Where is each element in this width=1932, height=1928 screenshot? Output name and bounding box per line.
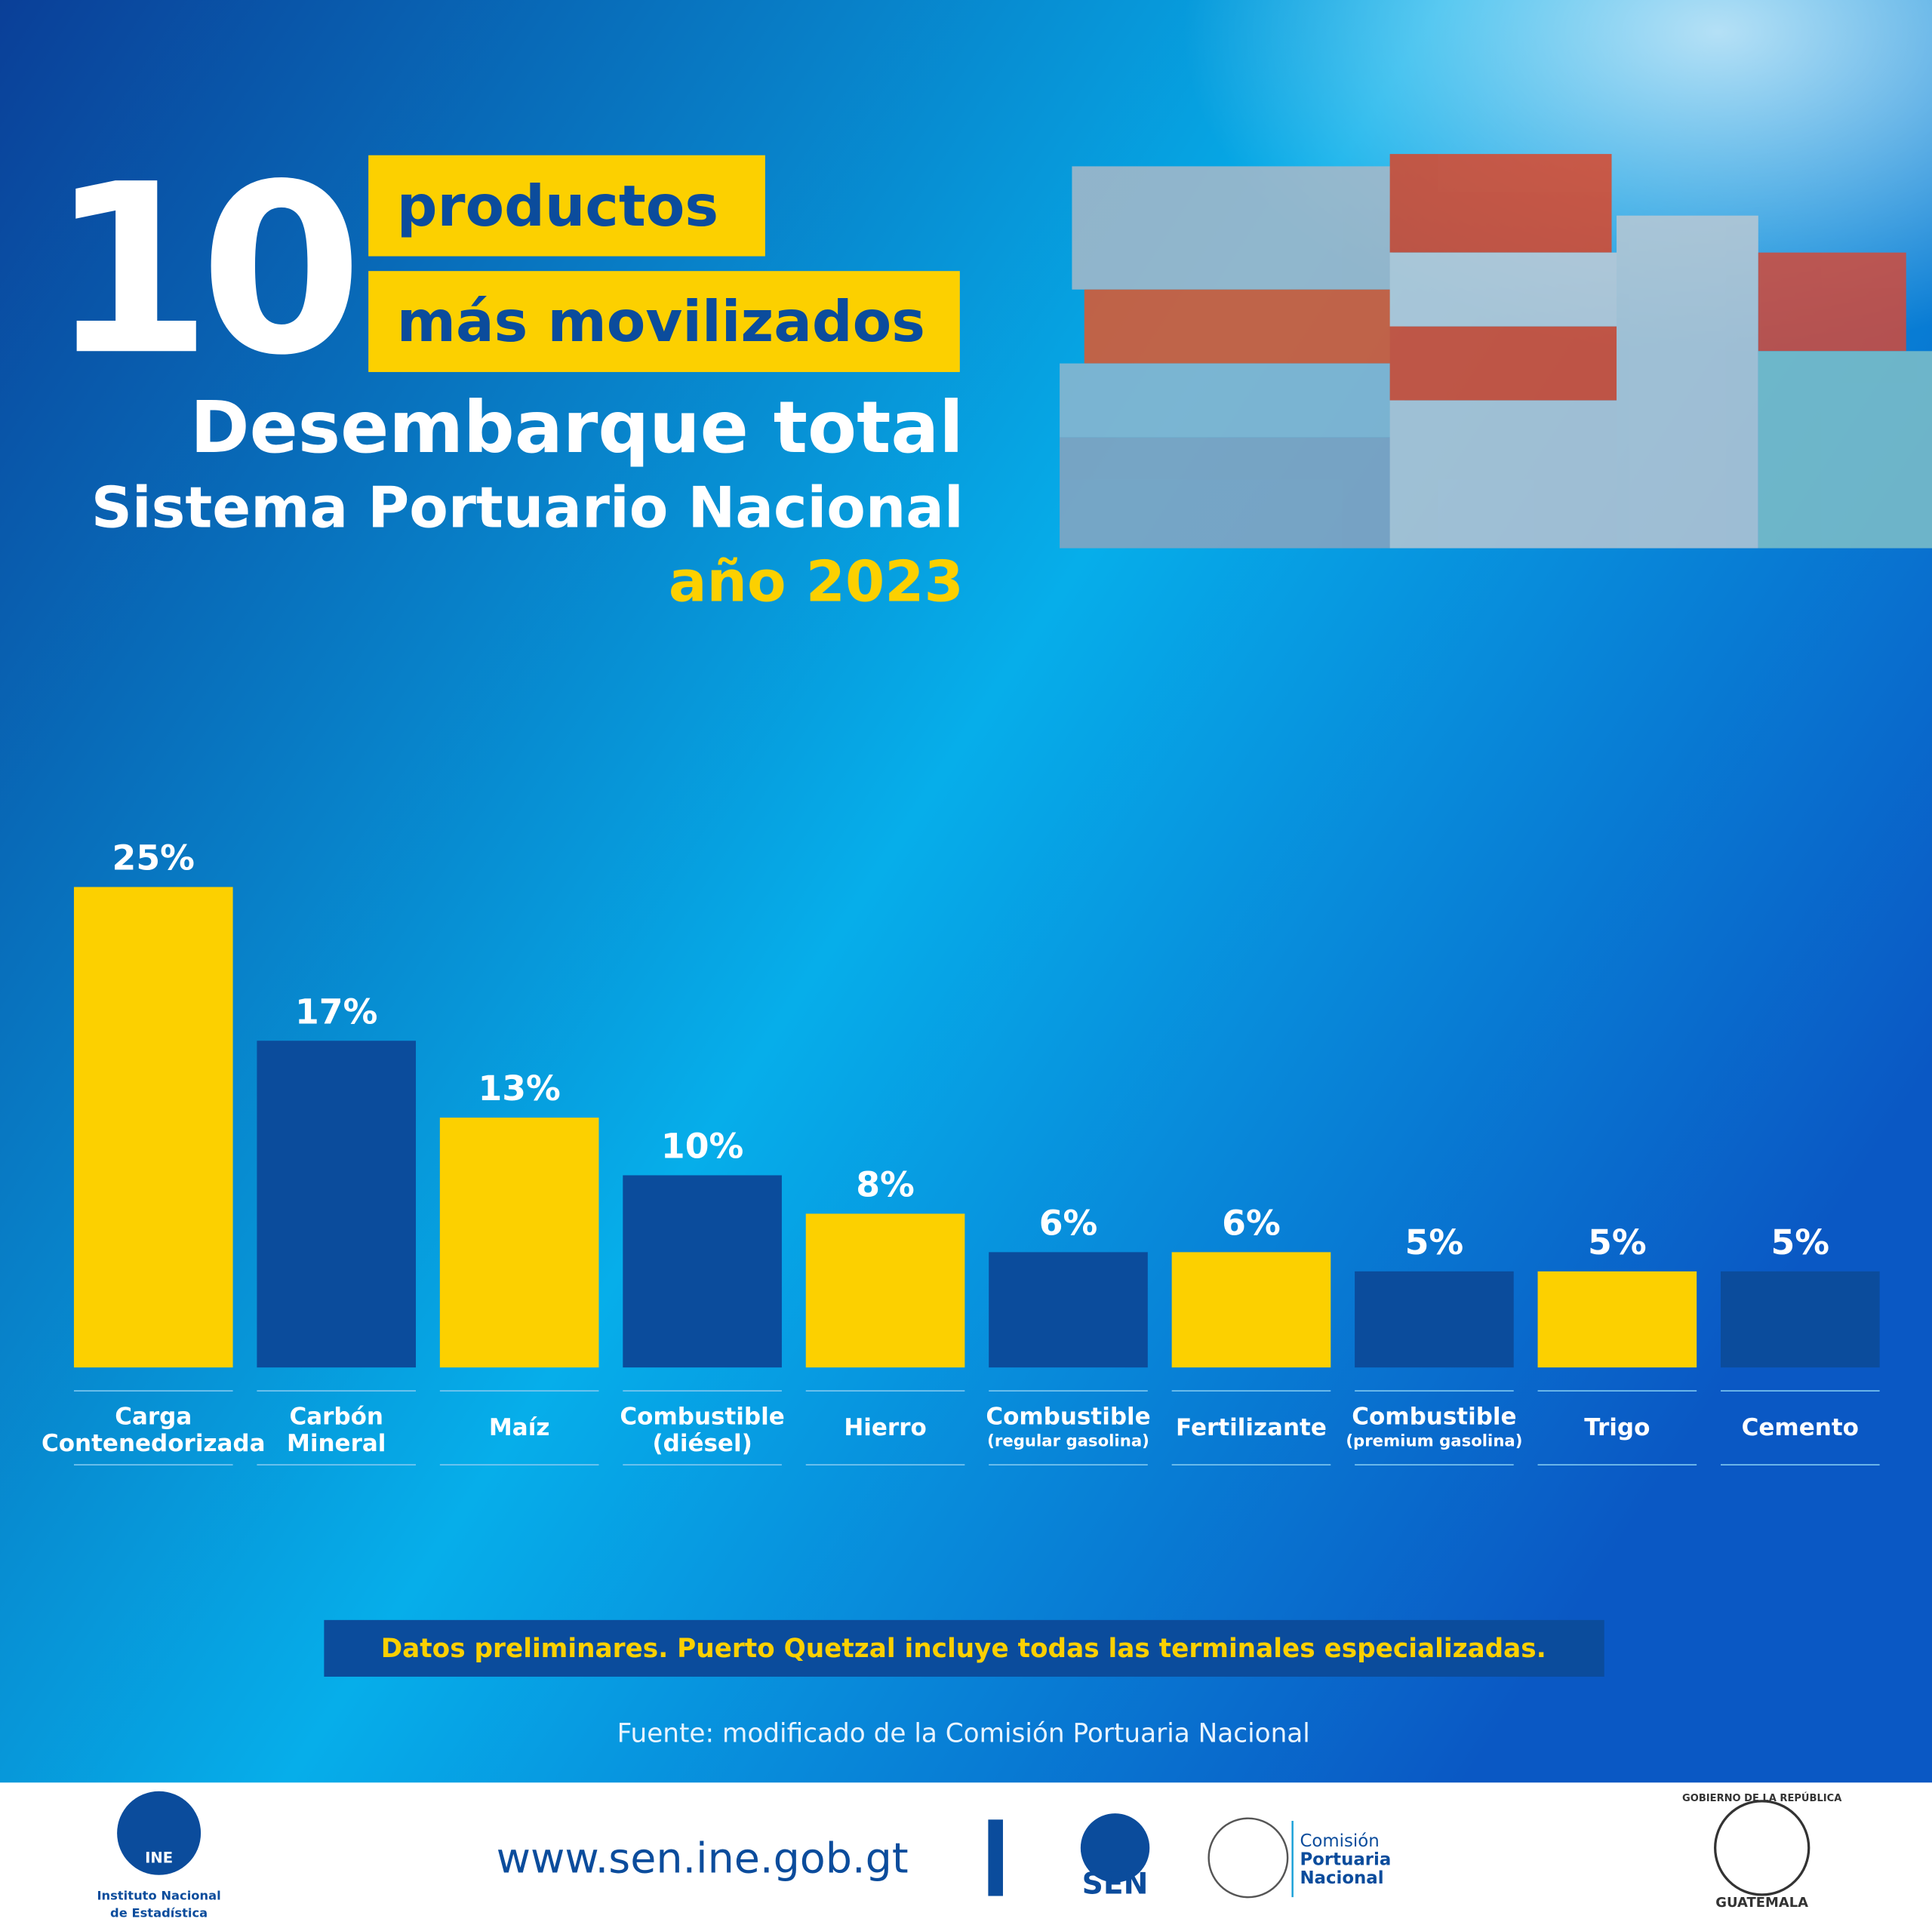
x-tick-label: Maíz bbox=[489, 1414, 549, 1441]
bar bbox=[1171, 1252, 1331, 1368]
gob-seal bbox=[1714, 1800, 1810, 1896]
bar bbox=[805, 1213, 965, 1368]
value-label: 25% bbox=[112, 838, 195, 878]
value-label: 13% bbox=[478, 1069, 560, 1109]
x-tick-label: Trigo bbox=[1584, 1414, 1650, 1441]
ine-name: Instituto Nacional bbox=[97, 1888, 221, 1902]
bar bbox=[439, 1118, 599, 1368]
gob-text: GUATEMALA bbox=[1715, 1895, 1808, 1911]
divider bbox=[988, 1819, 1003, 1896]
x-tick-label: Carbón Mineral bbox=[287, 1403, 386, 1457]
x-tick-label: Fertilizante bbox=[1176, 1414, 1327, 1441]
bar bbox=[623, 1175, 782, 1368]
value-label: 6% bbox=[1039, 1204, 1098, 1244]
note-box bbox=[324, 1619, 1604, 1677]
gob-text: GOBIERNO DE LA REPÚBLICA bbox=[1682, 1792, 1842, 1804]
value-label: 5% bbox=[1771, 1222, 1830, 1262]
title-box bbox=[368, 271, 960, 373]
containers bbox=[1060, 154, 1932, 549]
footer bbox=[0, 1782, 1932, 1928]
value-label: 10% bbox=[661, 1127, 743, 1167]
title-box bbox=[368, 155, 765, 257]
x-tick-label: Cemento bbox=[1742, 1414, 1859, 1441]
x-tick-label: Combustible (regular gasolina) bbox=[986, 1403, 1150, 1450]
x-tick-label: Combustible (premium gasolina) bbox=[1346, 1403, 1522, 1450]
bar bbox=[1355, 1271, 1514, 1368]
sen-logo-text: SEN bbox=[1082, 1867, 1149, 1901]
bar bbox=[989, 1252, 1148, 1368]
ine-logo bbox=[117, 1791, 202, 1875]
source: Fuente: modificado de la Comisión Portua… bbox=[617, 1718, 1310, 1748]
ine-logo-text: INE bbox=[145, 1849, 173, 1866]
sen-logo bbox=[1080, 1813, 1150, 1883]
x-tick-label: Hierro bbox=[844, 1414, 926, 1441]
value-label: 5% bbox=[1405, 1222, 1464, 1262]
big-number: 10 bbox=[49, 134, 353, 407]
value-label: 8% bbox=[856, 1165, 915, 1205]
year: año 2023 bbox=[669, 549, 964, 615]
cpn-text: Portuaria bbox=[1300, 1850, 1391, 1870]
ine-name: de Estadística bbox=[110, 1905, 208, 1920]
value-label: 5% bbox=[1588, 1222, 1647, 1262]
x-tick-label: Carga Contenedorizada bbox=[42, 1403, 266, 1457]
x-tick-label: Combustible (diésel) bbox=[620, 1403, 784, 1457]
bar bbox=[1537, 1271, 1697, 1368]
value-label: 17% bbox=[295, 992, 377, 1032]
note: Datos preliminares. Puerto Quetzal inclu… bbox=[381, 1634, 1546, 1664]
subtitle: Desembarque total bbox=[190, 386, 964, 469]
title-line: productos bbox=[397, 173, 718, 239]
value-label: 6% bbox=[1222, 1204, 1281, 1244]
bar-chart: 25% Carga Contenedorizada 17% Carbón Mineral 1… bbox=[42, 838, 1880, 1465]
title-line: más movilizados bbox=[397, 288, 925, 355]
bar bbox=[73, 887, 233, 1368]
seal bbox=[1208, 1817, 1289, 1899]
bar bbox=[257, 1041, 417, 1368]
cpn-text: Nacional bbox=[1300, 1868, 1383, 1888]
bar bbox=[1721, 1271, 1880, 1368]
cpn-text: Comisión bbox=[1300, 1831, 1379, 1851]
url: www.sen.ine.gob.gt bbox=[497, 1834, 909, 1883]
subtitle: Sistema Portuario Nacional bbox=[91, 475, 964, 541]
